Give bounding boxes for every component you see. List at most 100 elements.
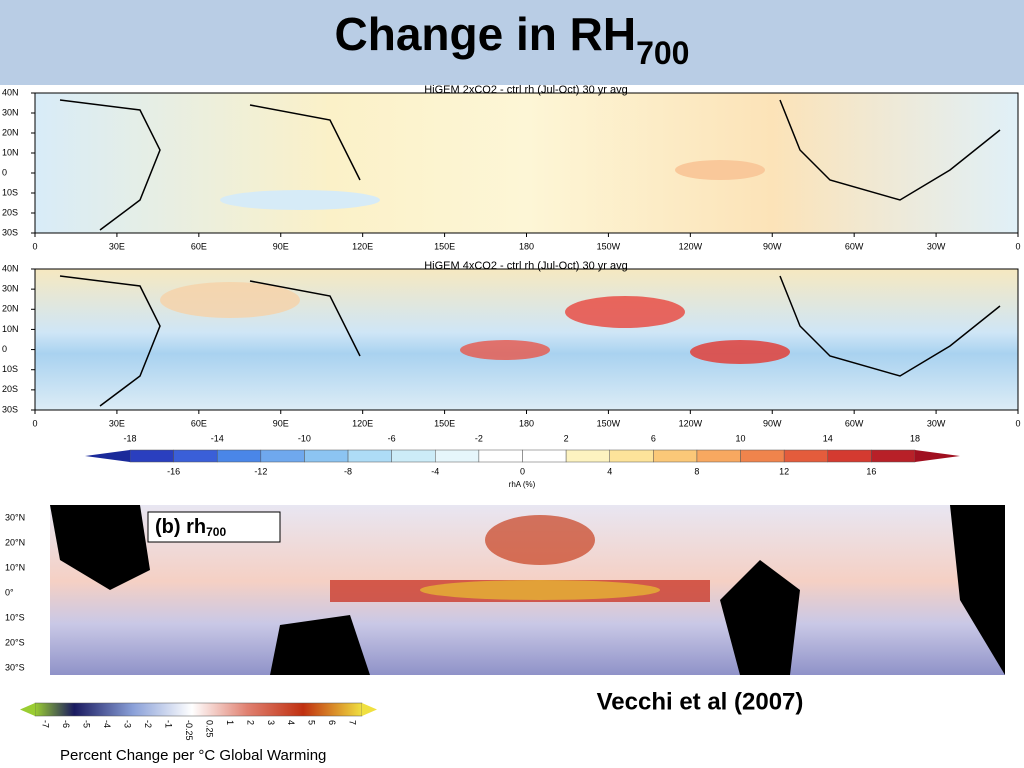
colorbar-label: -3 bbox=[122, 720, 132, 728]
lon-label: 0 bbox=[32, 241, 37, 251]
lon-label: 150W bbox=[597, 241, 621, 251]
colorbar-label: -0.25 bbox=[184, 720, 194, 741]
lat-label: 20N bbox=[2, 127, 19, 137]
colorbar-body bbox=[34, 702, 363, 717]
colorbar-label: -6 bbox=[61, 720, 71, 728]
colorbar-label: -12 bbox=[254, 466, 267, 476]
lat-label: 10°N bbox=[5, 562, 25, 572]
lat-label: 30°S bbox=[5, 662, 25, 672]
lat-label: 10N bbox=[2, 324, 19, 334]
colorbar-label: -8 bbox=[344, 466, 352, 476]
colorbar-box bbox=[478, 449, 523, 463]
colorbar-label: -7 bbox=[41, 720, 51, 728]
lon-label: 120E bbox=[352, 418, 373, 428]
lon-label: 60W bbox=[845, 418, 864, 428]
colorbar-label: 5 bbox=[307, 720, 317, 725]
colorbar-label: 4 bbox=[286, 720, 296, 725]
lon-label: 120E bbox=[352, 241, 373, 251]
lat-label: 20S bbox=[2, 207, 18, 217]
colorbar-box bbox=[871, 449, 916, 463]
colorbar-box bbox=[391, 449, 436, 463]
colorbar-label: -5 bbox=[82, 720, 92, 728]
colorbar-end bbox=[85, 450, 130, 462]
colorbar-label: 14 bbox=[823, 433, 833, 443]
colorbar-label: 2 bbox=[564, 433, 569, 443]
colorbar-label: 8 bbox=[694, 466, 699, 476]
colorbar-label: -16 bbox=[167, 466, 180, 476]
colorbar-box bbox=[740, 449, 785, 463]
lon-label: 90W bbox=[763, 241, 782, 251]
lat-label: 0 bbox=[2, 167, 7, 177]
lon-label: 60W bbox=[845, 241, 864, 251]
colorbar: -18 -14 -10 -6 -2 2 6 10 14 18 -16 -12 -8 -4 0 4 8 12 16 rh… bbox=[85, 433, 960, 489]
colorbar-box bbox=[696, 449, 741, 463]
colorbar-label: -2 bbox=[475, 433, 483, 443]
colorbar-box bbox=[653, 449, 698, 463]
colorbar-box bbox=[173, 449, 218, 463]
citation: Vecchi et al (2007) bbox=[597, 688, 804, 715]
panel-label: (b) rh700 bbox=[155, 516, 226, 539]
title-bar bbox=[0, 0, 1024, 85]
colorbar-box bbox=[783, 449, 829, 463]
colorbar-label: 6 bbox=[651, 433, 656, 443]
lat-label: 20°N bbox=[5, 537, 25, 547]
lon-label: 30E bbox=[109, 418, 125, 428]
lon-label: 30E bbox=[109, 241, 125, 251]
colorbar-label: 12 bbox=[779, 466, 789, 476]
lon-label: 60E bbox=[191, 241, 207, 251]
vecchi-caption: Percent Change per °C Global Warming bbox=[60, 747, 326, 764]
lon-label: 90W bbox=[763, 418, 782, 428]
colorbar-box bbox=[565, 449, 610, 463]
lon-label: 30W bbox=[927, 241, 946, 251]
colorbar-label: -10 bbox=[298, 433, 311, 443]
panel-title: HiGEM 4xCO2 - ctrl rh (Jul-Oct) 30 yr av… bbox=[424, 260, 628, 272]
colorbar-label: -14 bbox=[211, 433, 224, 443]
colorbar-label: -2 bbox=[143, 720, 153, 728]
lat-label: 40N bbox=[2, 263, 19, 273]
lat-label: 20N bbox=[2, 304, 19, 314]
lat-label: 10N bbox=[2, 147, 19, 157]
colorbar-end bbox=[362, 703, 377, 716]
colorbar-label: 4 bbox=[607, 466, 612, 476]
lat-label: 30°N bbox=[5, 512, 25, 522]
colorbar-label: 3 bbox=[266, 720, 276, 725]
lat-label: 20°S bbox=[5, 637, 25, 647]
vecchi-map: (b) rh700 bbox=[50, 505, 1005, 675]
colorbar-label: -1 bbox=[163, 720, 173, 728]
colorbar-label: -4 bbox=[102, 720, 112, 728]
lat-label: 10S bbox=[2, 187, 18, 197]
colorbar-box bbox=[609, 449, 654, 463]
colorbar-box bbox=[129, 449, 174, 463]
lat-label: 30N bbox=[2, 284, 19, 294]
map-2xco2 bbox=[34, 92, 1019, 234]
lon-label: 150E bbox=[434, 241, 455, 251]
colorbar-label: 18 bbox=[910, 433, 920, 443]
lon-label: 0 bbox=[32, 418, 37, 428]
colorbar-unit: rhA (%) bbox=[509, 480, 536, 489]
lon-label: 0 bbox=[1015, 418, 1020, 428]
slide-title: Change in RH700 bbox=[335, 8, 690, 71]
colorbar-box bbox=[522, 449, 567, 463]
colorbar-label: 10 bbox=[736, 433, 746, 443]
colorbar-box bbox=[827, 449, 872, 463]
lon-label: 180 bbox=[519, 418, 534, 428]
lon-label: 60E bbox=[191, 418, 207, 428]
lat-label: 40N bbox=[2, 87, 19, 97]
lon-label: 180 bbox=[519, 241, 534, 251]
colorbar-label: 0.25 bbox=[204, 720, 214, 738]
vecchi-colorbar: -7 -6 -5 -4 -3 -2 -1 -0.25 0.25 1 2 3 4 5 6 7 bbox=[20, 702, 377, 741]
lat-label: 10S bbox=[2, 364, 18, 374]
colorbar-box bbox=[216, 449, 262, 463]
lat-label: 10°S bbox=[5, 612, 25, 622]
panel-title: HiGEM 2xCO2 - ctrl rh (Jul-Oct) 30 yr av… bbox=[424, 84, 628, 96]
colorbar-box bbox=[304, 449, 349, 463]
lon-label: 120W bbox=[679, 418, 703, 428]
map-4xco2 bbox=[34, 268, 1019, 411]
lon-label: 150W bbox=[597, 418, 621, 428]
colorbar-label: -6 bbox=[388, 433, 396, 443]
lat-label: 20S bbox=[2, 384, 18, 394]
colorbar-end bbox=[915, 450, 960, 462]
lat-label: 30N bbox=[2, 107, 19, 117]
lon-label: 120W bbox=[679, 241, 703, 251]
